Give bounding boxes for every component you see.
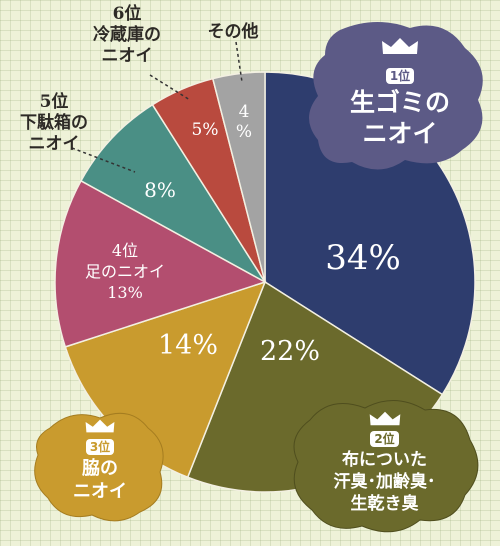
rank3-label: 3位 脇の ニオイ	[40, 418, 160, 503]
rank3-badge: 3位	[85, 439, 115, 455]
pct-label-4-sign: %	[235, 122, 253, 142]
pct-label-14: 14%	[157, 330, 218, 361]
slice-shoebox	[79, 103, 266, 283]
crown-icon	[382, 38, 418, 54]
rank4-line1: 4位	[111, 241, 139, 260]
rank1-line2: ニオイ	[362, 119, 438, 148]
rank2-label: 2位 布についた 汗臭･加齢臭･ 生乾き臭	[292, 410, 477, 515]
rank3-line1: 脇の	[82, 458, 118, 479]
other-label-text: その他	[207, 22, 259, 42]
rank6-line2: 冷蔵庫の	[93, 25, 161, 45]
slice-other	[211, 71, 266, 283]
pct-label-34: 34%	[325, 238, 401, 278]
crown-icon	[85, 419, 115, 433]
pct-label-5: 5%	[191, 120, 219, 140]
rank1-badge: 1位	[385, 68, 415, 84]
rank2-line1: 布についた	[342, 450, 427, 470]
rank4-line3: 13%	[107, 283, 143, 302]
rank6-line1: 6位	[112, 4, 142, 24]
pct-label-8: 8%	[144, 178, 176, 202]
leader-line-shoebox	[71, 147, 136, 173]
leader-line-other	[235, 41, 243, 83]
pct-label-4: 4 %	[226, 102, 262, 142]
crown-icon	[369, 411, 400, 426]
rank4-line2: 足のニオイ	[84, 262, 165, 281]
rank5-line2: 下駄箱の	[20, 113, 88, 133]
rank4-label: 4位 足のニオイ 13%	[70, 240, 180, 303]
rank2-badge: 2位	[370, 431, 399, 447]
rank6-label: 6位 冷蔵庫の ニオイ	[72, 4, 182, 67]
slice-foot	[54, 179, 267, 348]
pct-label-22: 22%	[259, 336, 320, 367]
pct-label-4-number: 4	[238, 102, 250, 122]
rank6-line3: ニオイ	[101, 46, 153, 66]
other-label: その他	[198, 22, 268, 43]
rank2-line2: 汗臭･加齢臭･	[333, 472, 436, 492]
rank2-bubble	[293, 399, 479, 533]
rank3-line2: ニオイ	[73, 481, 127, 502]
rank1-label: 1位 生ゴミの ニオイ	[320, 36, 480, 149]
rank1-line1: 生ゴミの	[349, 88, 450, 117]
rank2-line3: 生乾き臭	[350, 494, 419, 514]
rank3-bubble	[34, 412, 164, 522]
leader-line-fridge	[149, 74, 191, 101]
rank5-label: 5位 下駄箱の ニオイ	[4, 92, 104, 155]
rank1-bubble	[309, 21, 483, 170]
rank5-line1: 5位	[39, 92, 69, 112]
rank5-line3: ニオイ	[28, 134, 80, 154]
